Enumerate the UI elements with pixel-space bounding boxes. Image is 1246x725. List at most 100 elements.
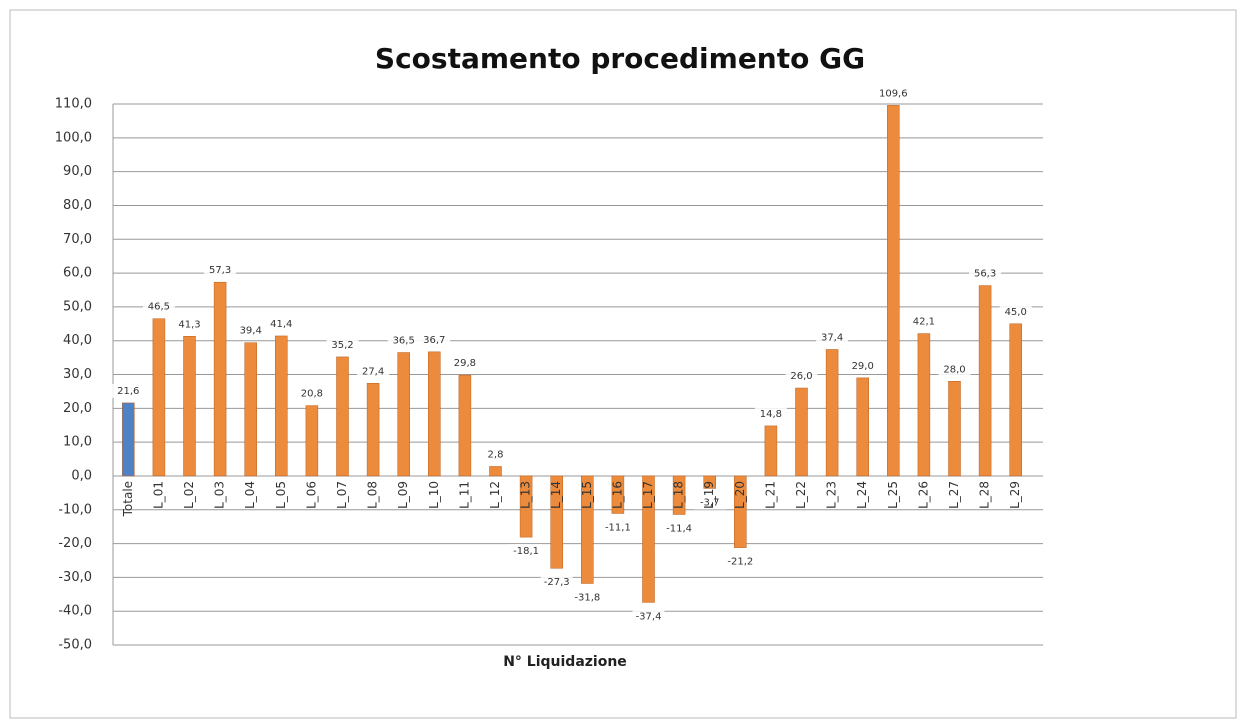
- bar: [458, 374, 472, 477]
- x-tick-label: L_14: [549, 481, 563, 509]
- bar: [397, 352, 410, 477]
- value-label: -37,4: [636, 611, 662, 622]
- value-label: 27,4: [362, 366, 384, 377]
- value-label: 36,7: [423, 335, 445, 346]
- bar: [244, 342, 257, 477]
- value-label: 21,6: [117, 386, 139, 397]
- value-label: 29,0: [852, 361, 874, 372]
- value-label: -18,1: [513, 546, 539, 557]
- y-tick-label: 60,0: [63, 266, 92, 281]
- x-tick-label: L_21: [763, 481, 777, 509]
- value-label: -11,1: [605, 522, 631, 533]
- value-label: 2,8: [488, 449, 504, 460]
- x-tick-label: L_13: [519, 481, 533, 509]
- bar: [856, 377, 869, 477]
- x-tick-label: L_22: [794, 481, 808, 509]
- value-label-bg: [663, 521, 696, 536]
- y-tick-label: 110,0: [55, 97, 92, 112]
- value-label-bg: [234, 323, 267, 338]
- bar: [734, 475, 747, 548]
- y-tick-label: 30,0: [63, 367, 92, 382]
- value-label: 57,3: [209, 265, 231, 276]
- bar: [305, 405, 319, 477]
- bar: [703, 475, 716, 489]
- value-label-bg: [601, 520, 634, 535]
- bar: [795, 387, 808, 477]
- x-tick-label: L_11: [457, 481, 471, 509]
- bar: [152, 318, 166, 477]
- value-label: 46,5: [148, 302, 170, 313]
- value-label: 35,2: [331, 340, 353, 351]
- value-label: 26,0: [790, 371, 812, 382]
- bar: [519, 475, 533, 538]
- value-label-bg: [173, 317, 206, 332]
- bar: [489, 466, 502, 477]
- value-label-bg: [999, 304, 1032, 319]
- bar: [672, 475, 686, 515]
- x-tick-label: L_26: [916, 481, 930, 509]
- bar: [428, 351, 441, 477]
- bar: [917, 333, 931, 477]
- bar: [122, 402, 135, 477]
- x-tick-label: L_29: [1008, 481, 1022, 509]
- value-label: 109,6: [879, 88, 908, 99]
- x-tick-label: L_23: [825, 481, 839, 509]
- y-tick-label: 0,0: [71, 468, 92, 483]
- x-tick-label: L_17: [641, 481, 655, 509]
- x-tick-label: L_06: [304, 481, 318, 509]
- y-tick-label: -10,0: [58, 502, 92, 517]
- value-label: -11,4: [666, 523, 692, 534]
- bar: [275, 335, 288, 477]
- value-label: 29,8: [454, 358, 476, 369]
- value-label-bg: [326, 337, 359, 352]
- bar: [948, 381, 961, 477]
- value-label: 39,4: [240, 326, 262, 337]
- y-tick-label: 10,0: [63, 435, 92, 450]
- x-tick-label: L_04: [243, 481, 257, 509]
- x-tick-label: L_01: [151, 481, 165, 509]
- value-label-bg: [724, 554, 757, 569]
- x-tick-label: L_02: [182, 481, 196, 509]
- value-label-bg: [295, 386, 328, 401]
- value-label-bg: [448, 356, 481, 371]
- value-label-bg: [540, 575, 573, 590]
- bar: [611, 475, 625, 514]
- x-axis-title: N° Liquidazione: [503, 654, 627, 670]
- value-label: 14,8: [760, 409, 782, 420]
- x-tick-label: L_15: [580, 481, 594, 509]
- value-label: 42,1: [913, 317, 935, 328]
- x-tick-label: Totale: [121, 481, 135, 517]
- value-label: -31,8: [574, 592, 600, 603]
- x-tick-label: L_25: [886, 481, 900, 509]
- x-tick-label: L_27: [947, 481, 961, 509]
- bar: [550, 475, 563, 569]
- value-label-bg: [571, 590, 604, 605]
- value-label-bg: [632, 609, 665, 624]
- value-label-bg: [816, 330, 849, 345]
- value-label-bg: [418, 332, 451, 347]
- x-tick-label: L_18: [672, 481, 686, 509]
- value-label-bg: [969, 266, 1002, 281]
- x-tick-label: L_03: [213, 481, 227, 509]
- y-tick-label: 100,0: [55, 130, 92, 145]
- value-label-bg: [785, 369, 818, 384]
- x-tick-label: L_19: [702, 481, 716, 509]
- value-label-bg: [907, 314, 940, 329]
- bar: [581, 475, 594, 584]
- value-label-bg: [357, 364, 390, 379]
- x-tick-label: L_20: [733, 481, 747, 509]
- value-label-bg: [877, 86, 910, 101]
- y-tick-label: -20,0: [58, 536, 92, 551]
- x-tick-label: L_09: [396, 481, 410, 509]
- bar: [1009, 323, 1022, 477]
- y-tick-label: -50,0: [58, 638, 92, 653]
- value-label-bg: [387, 333, 420, 348]
- value-label: 41,3: [178, 319, 200, 330]
- x-tick-label: L_16: [610, 481, 624, 509]
- value-label: 41,4: [270, 319, 292, 330]
- value-label: 20,8: [301, 389, 323, 400]
- bar: [887, 105, 900, 477]
- value-label-bg: [204, 263, 237, 278]
- x-tick-label: L_28: [978, 481, 992, 509]
